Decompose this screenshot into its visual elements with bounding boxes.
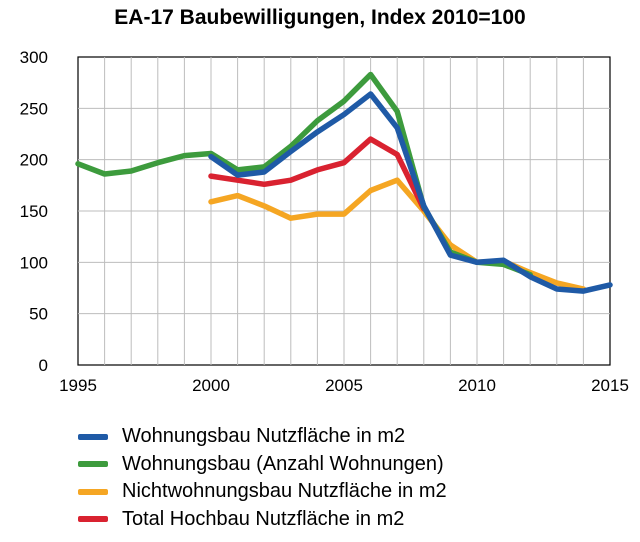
series-line-total-hochbau-nutzfl-che-in-m2 bbox=[208, 136, 427, 212]
x-tick-label: 2005 bbox=[325, 376, 363, 395]
legend-label: Nichtwohnungsbau Nutzfläche in m2 bbox=[122, 480, 447, 503]
legend-swatch bbox=[78, 516, 108, 523]
legend-item: Wohnungsbau Nutzfläche in m2 bbox=[78, 423, 447, 451]
legend-label: Wohnungsbau (Anzahl Wohnungen) bbox=[122, 452, 444, 475]
legend-swatch bbox=[78, 461, 108, 468]
x-tick-label: 2010 bbox=[458, 376, 496, 395]
y-tick-label: 50 bbox=[29, 305, 48, 324]
legend-item: Nichtwohnungsbau Nutzfläche in m2 bbox=[78, 478, 447, 506]
legend-item: Wohnungsbau (Anzahl Wohnungen) bbox=[78, 451, 447, 479]
legend-label: Wohnungsbau Nutzfläche in m2 bbox=[122, 425, 406, 448]
series-line-wohnungsbau-nutzfl-che-in-m2 bbox=[208, 91, 613, 294]
y-tick-label: 100 bbox=[20, 253, 48, 272]
chart-title: EA-17 Baubewilligungen, Index 2010=100 bbox=[114, 6, 526, 29]
legend-swatch bbox=[78, 488, 108, 495]
y-tick-label: 150 bbox=[20, 202, 48, 221]
y-tick-label: 300 bbox=[20, 48, 48, 67]
x-tick-label: 1995 bbox=[59, 376, 97, 395]
x-tick-label: 2000 bbox=[192, 376, 230, 395]
series-lines bbox=[75, 71, 613, 294]
y-tick-label: 0 bbox=[39, 356, 48, 375]
line-chart: 0 50 100 150 200 250 300 1995 2000 2005 2010 2015 bbox=[20, 48, 629, 395]
legend-swatch bbox=[78, 433, 108, 440]
chart-legend: Wohnungsbau Nutzfläche in m2 Wohnungsbau … bbox=[78, 423, 447, 533]
legend-label: Total Hochbau Nutzfläche in m2 bbox=[122, 507, 405, 530]
legend-item: Total Hochbau Nutzfläche in m2 bbox=[78, 506, 447, 534]
y-tick-label: 250 bbox=[20, 99, 48, 118]
x-tick-label: 2015 bbox=[591, 376, 629, 395]
y-tick-label: 200 bbox=[20, 151, 48, 170]
tick-labels: 0 50 100 150 200 250 300 1995 2000 2005 2010 2015 bbox=[20, 48, 629, 395]
grid-lines bbox=[78, 57, 610, 365]
